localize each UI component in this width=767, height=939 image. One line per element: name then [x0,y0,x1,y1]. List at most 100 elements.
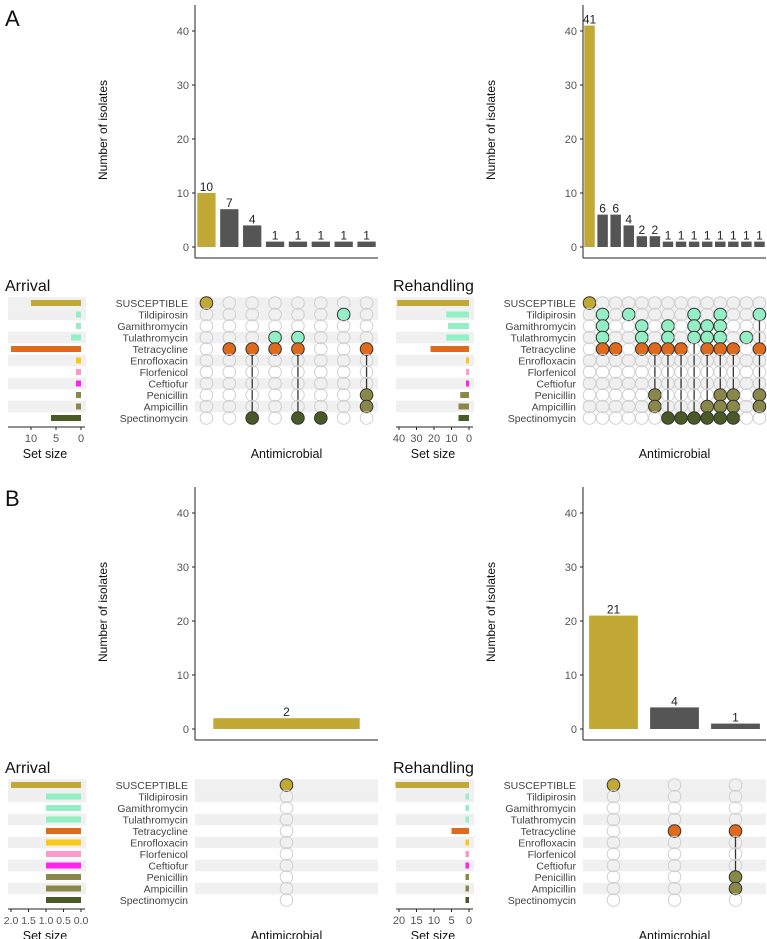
matrix-dot-empty [291,353,305,368]
set-size-bar [451,828,469,834]
set-label-susceptible: SUSCEPTIBLE [504,298,576,310]
set-size-bar [465,816,469,823]
y-tick-label: 10 [177,670,189,682]
matrix-dot-empty [314,296,328,310]
intersection-bar [589,615,638,729]
matrix-dot-empty [279,881,294,896]
intersection-bar [610,214,621,247]
matrix-dot-empty [667,789,682,804]
plot-title: Rehandling [393,278,474,295]
matrix-dot-empty [279,847,294,861]
plot-title: Arrival [5,760,50,777]
set-size-bar [465,851,469,857]
matrix-dot-empty [222,353,237,368]
set-size-row-stripe [396,331,474,344]
y-tick-label: 40 [565,508,577,520]
set-size-bar [46,839,81,846]
intersection-count-label: 1 [363,229,370,243]
set-size-row-stripe [396,400,474,413]
matrix-dot-empty [245,296,259,310]
y-tick-label: 20 [177,616,189,628]
matrix-row-stripe [195,297,378,309]
matrix-dot-empty [222,399,237,414]
matrix-dot-empty [667,835,682,850]
set-size-bar [466,380,469,387]
set-size-bar [446,334,469,341]
matrix-row-stripe [195,400,378,413]
y-tick-label: 0 [183,242,189,254]
intersection-count-label: 1 [743,229,750,243]
set-size-tick-label: 20 [428,433,440,445]
set-size-bar [395,782,469,788]
intersection-bar [754,241,765,247]
intersection-bar [715,241,726,247]
matrix-dot-filled [606,778,621,792]
set-label-gamithromycin: Gamithromycin [117,803,188,815]
set-size-row-stripe [8,354,86,367]
matrix-dot-empty [245,388,259,402]
matrix-dot-filled [713,307,728,322]
intersection-count-label: 1 [340,229,347,243]
matrix-dot-empty [199,307,214,322]
matrix-dot-empty [728,893,743,907]
intersection-bar [597,214,608,247]
matrix-dot-empty [222,319,237,333]
matrix-dot-empty [268,399,282,414]
matrix-dot-empty [606,858,621,873]
intersection-bar [662,241,674,247]
matrix-dot-filled [245,342,259,356]
matrix-dot-empty [752,365,767,379]
matrix-dot-empty [268,319,282,333]
set-size-tick-label: 30 [410,433,422,445]
matrix-dot-filled [713,399,728,414]
set-size-row-stripe [8,308,86,321]
intersection-count-label: 7 [226,196,233,210]
intersection-count-label: 1 [691,229,698,243]
matrix-dot-empty [199,319,214,333]
matrix-dot-empty [648,411,662,425]
intersection-count-label: 4 [249,212,256,226]
intersection-count-label: 1 [704,229,711,243]
set-size-bar [46,862,81,869]
matrix-dot-empty [608,388,623,402]
set-size-bar [31,300,81,306]
set-label-susceptible: SUSCEPTIBLE [504,780,576,792]
y-tick-label: 10 [177,188,189,200]
intersection-bar [334,241,353,247]
matrix-dot-empty [739,342,754,356]
matrix-dot-empty [595,411,610,425]
matrix-dot-filled [595,330,610,345]
matrix-dot-empty [336,388,351,402]
set-size-bar [465,885,469,892]
matrix-dot-filled [661,342,675,356]
set-label-tildipirosin: Tildipirosin [138,792,188,804]
set-label-spectinomycin: Spectinomycin [508,413,576,425]
set-label-spectinomycin: Spectinomycin [508,895,576,907]
matrix-dot-filled [291,411,305,425]
matrix-dot-filled [713,319,728,333]
set-label-tetracycline: Tetracycline [133,826,189,838]
set-size-row-stripe [396,377,474,390]
set-label-ceftiofur: Ceftiofur [148,861,188,873]
intersection-bar [711,723,760,729]
matrix-dot-empty [279,835,294,850]
matrix-dot-empty [606,847,621,861]
matrix-dot-empty [606,835,621,850]
set-label-enrofloxacin: Enrofloxacin [518,838,576,850]
intersection-bar [265,241,285,247]
y-tick-label: 40 [177,26,189,38]
matrix-dot-filled [726,388,741,402]
set-size-bar [11,782,81,788]
set-size-bar [446,311,469,318]
matrix-dot-empty [268,307,282,322]
matrix-dot-empty [606,881,621,896]
matrix-dot-empty [582,342,597,356]
matrix-row-stripe [195,882,378,895]
set-size-bar [51,415,81,421]
matrix-row-stripe [195,377,378,390]
intersection-count-label: 1 [665,229,672,243]
matrix-dot-filled [336,307,351,322]
intersection-count-label: 2 [638,223,645,237]
set-size-bar [458,415,469,421]
matrix-dot-empty [314,376,328,391]
